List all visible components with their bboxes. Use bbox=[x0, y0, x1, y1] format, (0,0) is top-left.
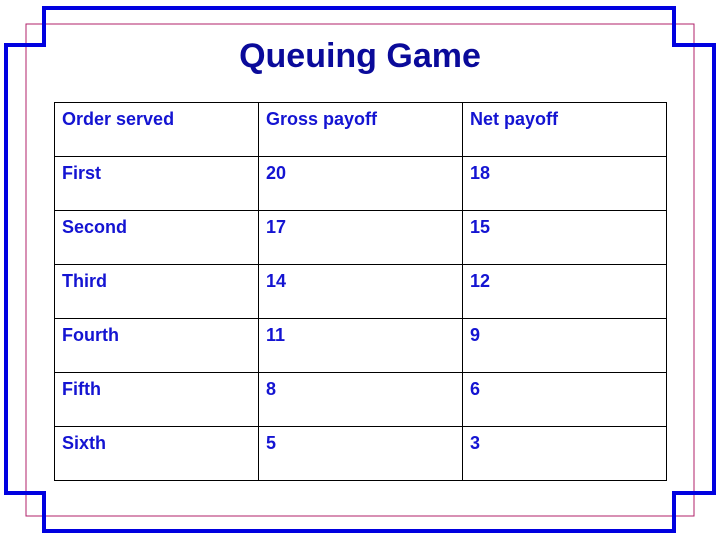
cell-order: First bbox=[54, 156, 259, 211]
header-net-payoff: Net payoff bbox=[462, 102, 667, 157]
cell-net-payoff: 6 bbox=[462, 372, 667, 427]
cell-net-payoff: 18 bbox=[462, 156, 667, 211]
table-row: Third 14 12 bbox=[54, 264, 667, 319]
cell-order: Fifth bbox=[54, 372, 259, 427]
table-row: Second 17 15 bbox=[54, 210, 667, 265]
cell-order: Second bbox=[54, 210, 259, 265]
cell-order: Third bbox=[54, 264, 259, 319]
cell-gross-payoff: 17 bbox=[258, 210, 463, 265]
table-row: Fourth 11 9 bbox=[54, 318, 667, 373]
cell-net-payoff: 12 bbox=[462, 264, 667, 319]
header-order-served: Order served bbox=[54, 102, 259, 157]
table-row: Fifth 8 6 bbox=[54, 372, 667, 427]
cell-gross-payoff: 5 bbox=[258, 426, 463, 481]
cell-net-payoff: 15 bbox=[462, 210, 667, 265]
cell-gross-payoff: 11 bbox=[258, 318, 463, 373]
cell-net-payoff: 3 bbox=[462, 426, 667, 481]
table-header-row: Order served Gross payoff Net payoff bbox=[54, 102, 667, 157]
header-gross-payoff: Gross payoff bbox=[258, 102, 463, 157]
cell-order: Sixth bbox=[54, 426, 259, 481]
frame-outer-border bbox=[4, 6, 716, 533]
cell-order: Fourth bbox=[54, 318, 259, 373]
cell-gross-payoff: 20 bbox=[258, 156, 463, 211]
table-row: First 20 18 bbox=[54, 156, 667, 211]
cell-gross-payoff: 8 bbox=[258, 372, 463, 427]
cell-gross-payoff: 14 bbox=[258, 264, 463, 319]
slide-title: Queuing Game bbox=[239, 37, 481, 75]
payoff-table: Order served Gross payoff Net payoff Fir… bbox=[54, 102, 667, 481]
table-row: Sixth 5 3 bbox=[54, 426, 667, 481]
frame-inner-border bbox=[25, 23, 695, 517]
cell-net-payoff: 9 bbox=[462, 318, 667, 373]
